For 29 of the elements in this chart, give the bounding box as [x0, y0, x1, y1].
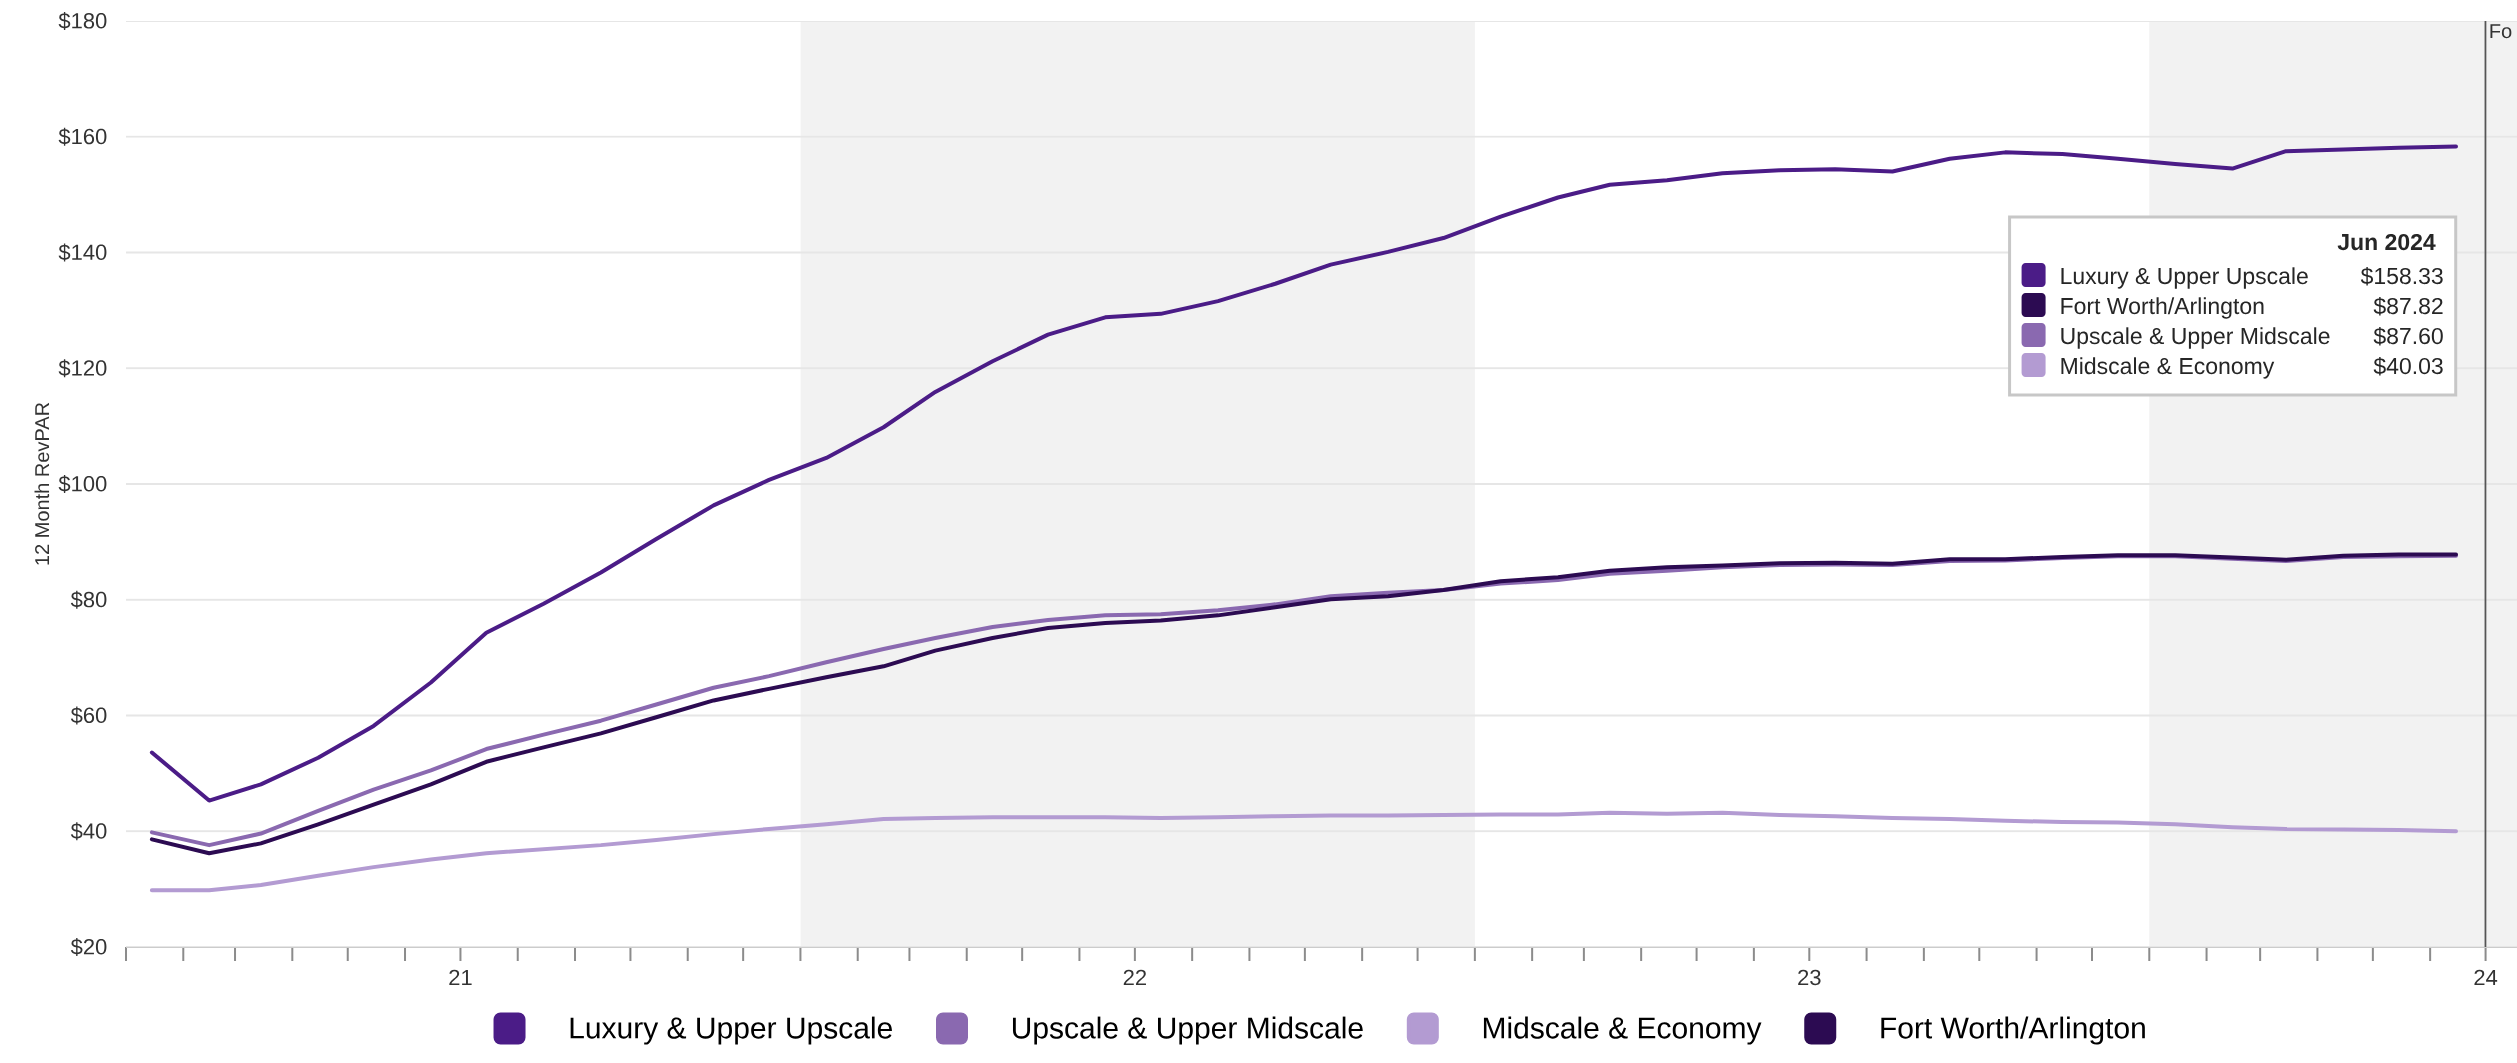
legend-label: Upscale & Upper Midscale: [1012, 1016, 1363, 1045]
x-tick-label: 23: [1798, 969, 1821, 986]
legend-label: Luxury & Upper Upscale: [2061, 267, 2308, 289]
annotation: $87.60: [2373, 326, 2443, 346]
legend-label: Midscale & Economy: [1483, 1016, 1762, 1045]
y-tick-label: $40: [70, 822, 107, 841]
y-tick-label: $80: [70, 590, 107, 609]
y-tick-label: $100: [58, 475, 107, 493]
y-tick-label: $120: [58, 359, 107, 378]
annotation: $158.33: [2360, 266, 2443, 286]
y-tick-label: $20: [70, 938, 107, 956]
legend-label: Fort Worth/Arlington: [1881, 1016, 2145, 1045]
x-tick-label: 24: [2474, 969, 2498, 986]
annotation: $40.03: [2373, 356, 2443, 376]
y-axis-title: 12 Month RevPAR: [34, 402, 50, 565]
x-tick-label: 21: [449, 969, 472, 986]
text: Upscale & Upper Midscale: [2061, 327, 2330, 349]
y-tick-label: $160: [58, 127, 107, 146]
text: Luxury & Upper Upscale: [570, 1016, 892, 1045]
text: Fort Worth/Arlington: [2061, 297, 2264, 319]
annotation: Jun 2024: [2337, 233, 2436, 251]
y-tick-label: $140: [58, 243, 107, 262]
x-tick-label: 22: [1123, 969, 1146, 986]
line-series: [149, 144, 2459, 803]
ref-line-label: Fo: [2490, 24, 2512, 39]
text: Midscale & Economy: [2061, 357, 2275, 379]
y-tick-label: $60: [70, 706, 107, 725]
annotation: $87.82: [2373, 296, 2443, 316]
y-tick-label: $180: [58, 12, 107, 30]
